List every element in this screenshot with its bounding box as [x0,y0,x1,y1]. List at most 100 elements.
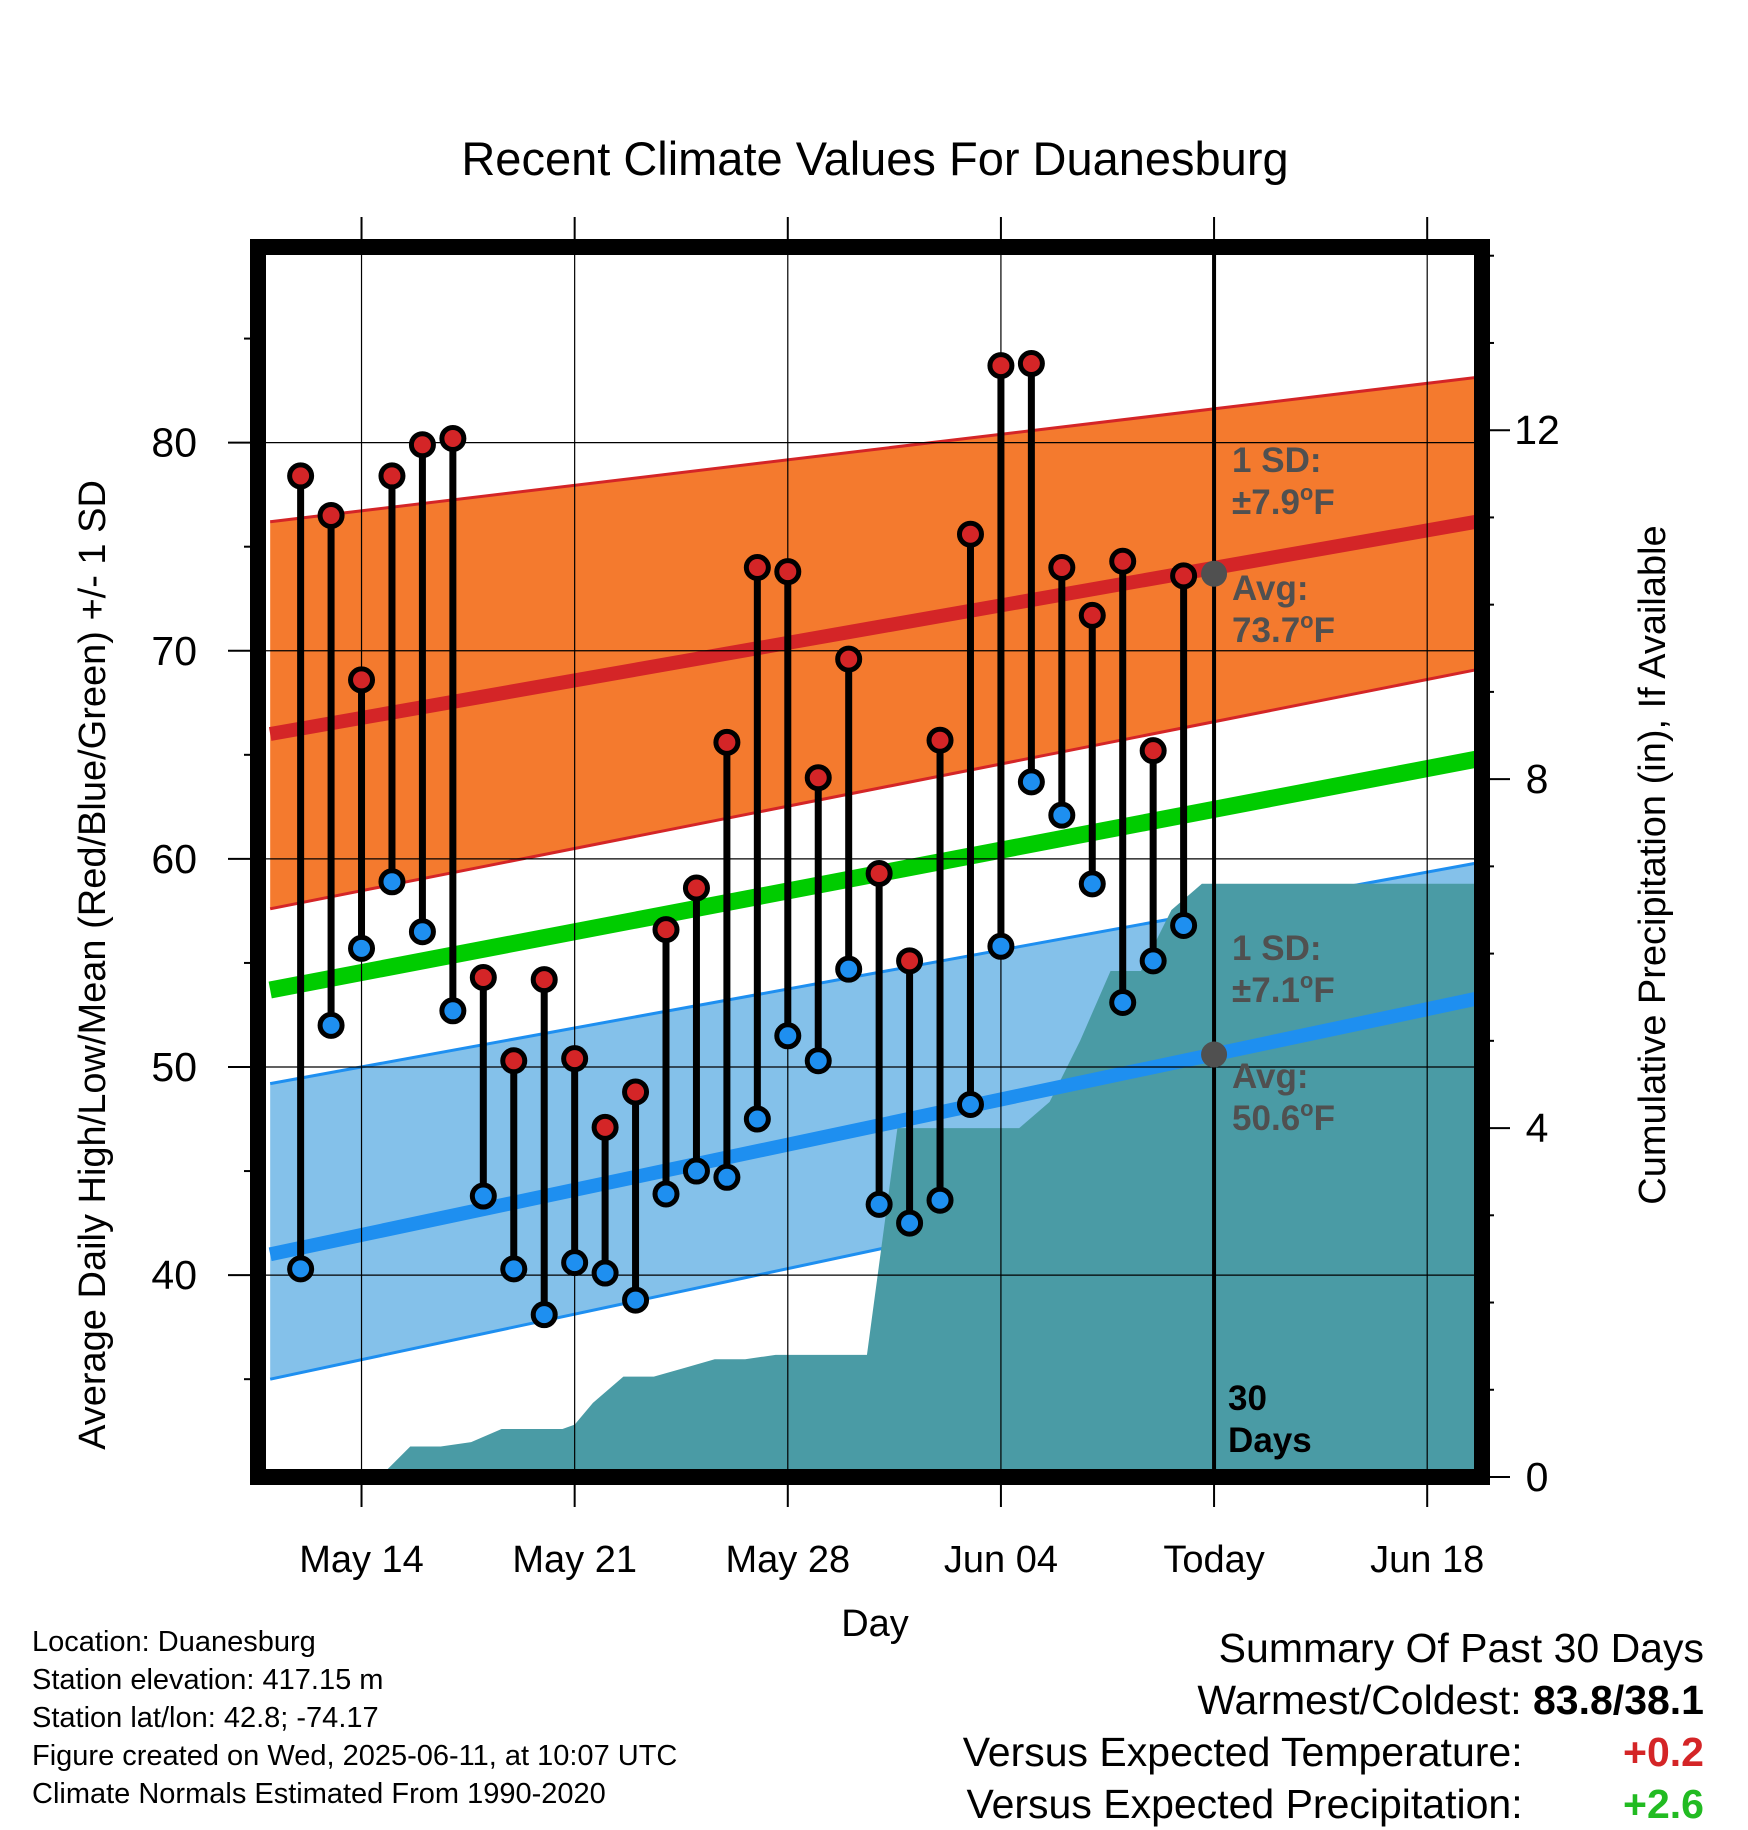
high-avg-label: Avg: [1232,569,1308,608]
daily-low-point [896,1209,924,1237]
daily-high-point [287,462,315,490]
daily-low-point [956,1090,984,1118]
daily-low-point [439,997,467,1025]
daily-low-point [743,1105,771,1133]
high-avg-line [268,513,1482,741]
today-low-avg-marker [1201,1041,1228,1068]
high-sd-band-lower-edge [269,667,1482,911]
daily-low-point [317,1011,345,1039]
days-count-label: 30 [1228,1379,1267,1418]
days-word-label: Days [1228,1421,1312,1460]
precip-value: +2.6 [1623,1781,1704,1827]
daily-low-point [713,1163,741,1191]
daily-high-point [774,558,802,586]
daily-low-point [987,932,1015,960]
daily-low-point [926,1186,954,1214]
daily-low-point [1170,911,1198,939]
latlon-text: Station lat/lon: 42.8; -74.17 [32,1702,379,1734]
daily-low-point [408,918,436,946]
daily-high-point [622,1078,650,1106]
low-sd-value: ±7.1oF [1232,968,1335,1010]
elevation-text: Station elevation: 417.15 m [32,1664,384,1696]
daily-high-point [835,645,863,673]
y-axis-label: Average Daily High/Low/Mean (Red/Blue/Gr… [72,480,114,1450]
daily-high-point [926,726,954,754]
daily-high-point [469,964,497,992]
high-sd-label: 1 SD: [1232,441,1321,480]
today-high-avg-marker [1201,560,1228,587]
daily-high-point [804,764,832,792]
daily-high-point [1139,737,1167,765]
daily-low-point [804,1047,832,1075]
daily-low-point [591,1259,619,1287]
y-tick-label: 70 [151,628,197,674]
daily-low-point [835,955,863,983]
temp-value: +0.2 [1623,1729,1704,1775]
daily-high-point [317,501,345,529]
daily-high-point [652,916,680,944]
daily-high-point [1170,562,1198,590]
precip-label: Versus Expected Precipitation: [966,1781,1523,1827]
precip-row: Versus Expected Precipitation: +2.6 [963,1778,1705,1830]
location-text: Location: Duanesburg [32,1626,316,1658]
y2-tick-label: 12 [1514,407,1560,453]
daily-low-point [652,1180,680,1208]
x-tick-label: Today [1163,1539,1264,1581]
summary-heading: Summary Of Past 30 Days [1218,1625,1704,1671]
daily-high-point [408,431,436,459]
x-axis-label: Day [841,1603,909,1645]
daily-high-point [1078,601,1106,629]
daily-low-point [500,1255,528,1283]
axes: May 14 May 21 May 28 Jun 04 Today Jun 1840506… [151,217,1560,1581]
daily-high-point [713,728,741,756]
low-avg-value: 50.6oF [1232,1096,1335,1138]
daily-low-point [378,868,406,896]
high-sd-value: ±7.9oF [1232,480,1335,522]
daily-high-point [743,554,771,582]
station-info: Location: Duanesburg Station elevation: … [32,1623,677,1813]
precip-area [270,883,1482,1477]
daily-high-point [682,874,710,902]
high-sd-band [270,376,1482,909]
daily-low-point [1139,947,1167,975]
normals-text: Climate Normals Estimated From 1990-2020 [32,1778,606,1810]
daily-low-point [622,1286,650,1314]
summary-panel: Summary Of Past 30 Days Warmest/Coldest:… [963,1622,1704,1830]
y-tick-label: 60 [151,836,197,882]
temp-label: Versus Expected Temperature: [962,1729,1523,1775]
daily-low-point [530,1301,558,1329]
high-sd-band-upper-edge [270,375,1482,524]
created-text: Figure created on Wed, 2025-06-11, at 10… [32,1740,678,1772]
x-tick-label: May 14 [299,1539,424,1581]
warmest-value: 83.8/38.1 [1533,1677,1704,1723]
daily-high-point [500,1047,528,1075]
daily-high-point [530,966,558,994]
daily-high-point [956,520,984,548]
daily-high-point [561,1045,589,1073]
y2-tick-label: 4 [1526,1105,1549,1151]
daily-high-point [348,666,376,694]
daily-high-point [591,1113,619,1141]
chart-title: Recent Climate Values For Duanesburg [461,132,1288,185]
daily-high-point [1017,350,1045,378]
y2-axis-label: Cumulative Precipitation (in), If Availa… [1632,525,1674,1204]
x-tick-label: Jun 04 [944,1539,1058,1581]
daily-low-point [348,934,376,962]
daily-low-point [682,1157,710,1185]
y-tick-label: 50 [151,1044,197,1090]
daily-low-point [1048,801,1076,829]
daily-low-point [469,1182,497,1210]
temp-row: Versus Expected Temperature: +0.2 [963,1726,1704,1778]
daily-high-point [987,352,1015,380]
daily-high-point [1048,554,1076,582]
warmest-row: Warmest/Coldest: 83.8/38.1 [963,1674,1704,1726]
y2-tick-label: 8 [1526,756,1549,802]
daily-high-point [896,947,924,975]
daily-low-point [287,1255,315,1283]
daily-low-point [1078,870,1106,898]
warmest-label: Warmest/Coldest: [1197,1677,1522,1723]
daily-low-point [774,1022,802,1050]
x-tick-label: May 21 [512,1539,637,1581]
